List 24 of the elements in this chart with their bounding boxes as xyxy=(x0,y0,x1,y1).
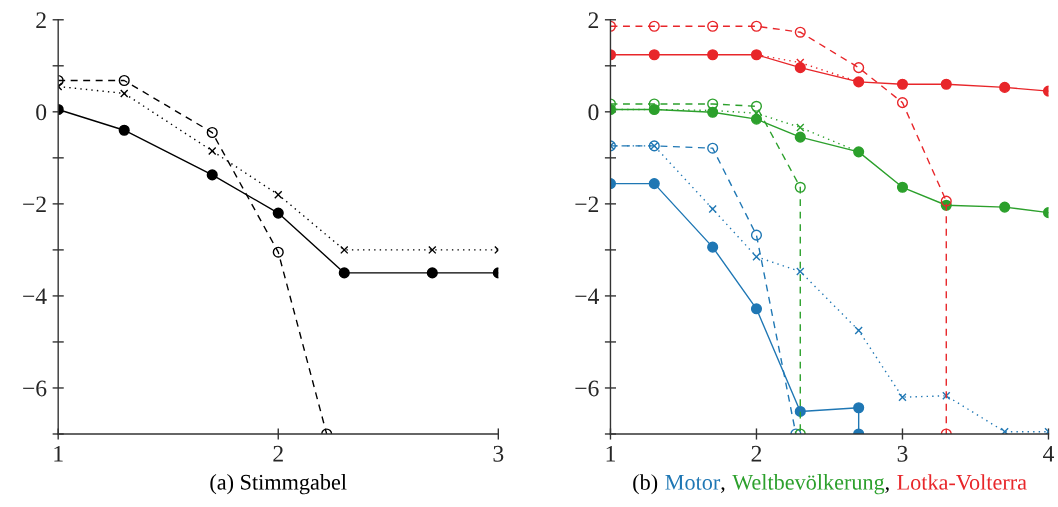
y-tick-label: 2 xyxy=(588,12,599,28)
y-tick-label: −4 xyxy=(23,288,47,305)
y-tick-label: −6 xyxy=(23,380,47,397)
text: , xyxy=(721,487,725,494)
y-tick-label: −6 xyxy=(575,380,599,397)
x-tick-label: 1 xyxy=(606,445,615,462)
text: Weltbevölkerung xyxy=(732,474,885,495)
y-tick-label: −2 xyxy=(575,196,599,213)
x-tick-label: 2 xyxy=(273,445,283,462)
y-tick-label: 0 xyxy=(36,104,47,121)
text: , xyxy=(885,487,889,494)
x-tick-label: 2 xyxy=(751,445,762,462)
x-axis-title: (b) xyxy=(633,474,658,495)
x-tick-label: 4 xyxy=(1043,445,1055,462)
y-tick-label: −4 xyxy=(575,288,599,305)
y-tick-label: 2 xyxy=(36,12,46,28)
y-tick-label: 0 xyxy=(588,104,599,121)
x-tick-label: 1 xyxy=(54,445,63,462)
text: Motor xyxy=(665,475,721,490)
x-tick-label: 3 xyxy=(897,445,908,462)
x-axis-title: (a) Stimmgabel xyxy=(210,474,347,495)
x-tick-label: 3 xyxy=(493,445,504,462)
y-tick-label: −2 xyxy=(23,196,46,213)
text: Lotka-Volterra xyxy=(897,474,1027,490)
